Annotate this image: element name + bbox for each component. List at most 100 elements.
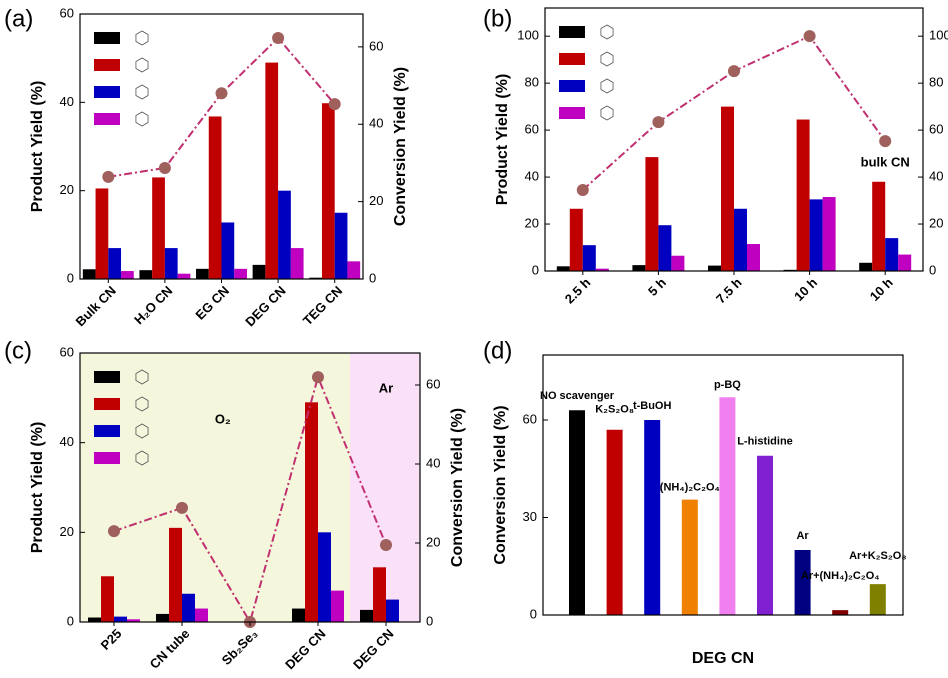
bar — [182, 593, 195, 622]
legend-icon — [135, 423, 149, 439]
conversion-point — [803, 30, 816, 43]
bar — [747, 243, 760, 271]
y2-tick-label: 60 — [426, 376, 440, 391]
bar — [156, 613, 169, 622]
legend-icon — [135, 30, 149, 46]
panel-label: (d) — [483, 337, 512, 364]
y-axis-title: Product Yield (%) — [494, 74, 511, 206]
bar — [734, 208, 747, 271]
y2-tick-label: 100 — [929, 28, 948, 43]
bar — [645, 157, 659, 271]
y-axis-title: Product Yield (%) — [29, 81, 46, 213]
bar — [569, 208, 583, 271]
legend-icon — [600, 78, 614, 94]
bar — [88, 617, 101, 622]
y2-axis-title: Conversion Yield (%) — [449, 408, 466, 567]
bar — [681, 499, 698, 615]
annotation: O₂ — [215, 412, 231, 427]
bar — [595, 268, 609, 271]
plot-frame — [79, 13, 364, 280]
y2-tick-label: 40 — [369, 116, 383, 131]
bar — [719, 397, 736, 615]
y2-tick-label: 20 — [369, 193, 383, 208]
bar — [196, 268, 209, 279]
conversion-point — [158, 161, 171, 174]
bar — [386, 599, 399, 622]
bar — [794, 550, 811, 615]
bar-label: (NH₄)₂C₂O₄ — [660, 482, 720, 494]
y-axis-title: Conversion Yield (%) — [492, 405, 509, 564]
x-tick-label: 10 h — [791, 275, 820, 304]
y-tick-label: 0 — [67, 270, 74, 285]
bar — [95, 188, 109, 279]
y-tick-label: 40 — [60, 94, 74, 109]
bar-label: Ar+K₂S₂O₈ — [849, 550, 906, 562]
conversion-point — [728, 65, 740, 78]
y-tick-label: 20 — [525, 215, 539, 230]
bar — [582, 245, 596, 271]
conversion-point — [652, 116, 665, 129]
x-tick-label: 5 h — [645, 275, 669, 299]
bar — [658, 225, 672, 271]
conversion-point — [102, 170, 115, 183]
bar — [644, 420, 661, 615]
bar-label: NO scavenger — [540, 390, 615, 402]
bar — [221, 222, 235, 279]
x-tick-label: CN tube — [147, 626, 193, 672]
legend-swatch — [94, 452, 120, 464]
conversion-point — [108, 525, 120, 538]
bar — [360, 609, 373, 622]
legend-icon — [600, 105, 614, 121]
y2-tick-label: 0 — [426, 613, 433, 628]
y-tick-label: 60 — [523, 411, 537, 426]
plot-frame — [544, 7, 924, 272]
legend-icon — [135, 369, 149, 385]
bar — [796, 119, 810, 271]
x-tick-label: Bulk CN — [72, 283, 118, 329]
y-tick-label: 40 — [525, 169, 539, 184]
x-tick-label: DEG CN — [282, 626, 328, 672]
bar — [177, 273, 191, 279]
legend-icon — [135, 111, 149, 127]
panel-label: (c) — [4, 337, 32, 364]
y2-tick-label: 60 — [929, 122, 943, 137]
y2-tick-label: 0 — [369, 270, 376, 285]
conversion-point — [312, 371, 324, 384]
bar — [898, 254, 912, 271]
y-tick-label: 0 — [532, 262, 539, 277]
legend-swatch — [94, 59, 120, 71]
bar — [164, 248, 178, 279]
x-axis-title: DEG CN — [692, 650, 754, 667]
y-tick-label: 60 — [60, 5, 74, 20]
bar — [82, 269, 96, 279]
legend-swatch — [94, 425, 120, 437]
legend-swatch — [94, 398, 120, 410]
bar — [321, 103, 335, 279]
x-tick-label: 2.5 h — [562, 275, 594, 307]
y-tick-label: 80 — [525, 75, 539, 90]
y-tick-label: 20 — [60, 524, 74, 539]
annotation: Ar — [379, 380, 393, 395]
bar — [832, 610, 849, 615]
x-tick-label: 10 h — [867, 275, 896, 304]
bar-label: K₂S₂O₈ — [595, 404, 634, 416]
bar — [139, 270, 153, 279]
legend-swatch — [559, 80, 585, 92]
bar — [721, 106, 734, 271]
bar — [208, 116, 222, 279]
y-tick-label: 100 — [517, 28, 539, 43]
y2-tick-label: 0 — [929, 262, 936, 277]
bar — [169, 527, 182, 622]
annotation: bulk CN — [861, 154, 910, 169]
y2-tick-label: 20 — [929, 215, 943, 230]
y2-tick-label: 60 — [369, 38, 383, 53]
bar — [114, 616, 127, 622]
bar — [569, 410, 585, 615]
bar — [872, 181, 886, 271]
bar — [278, 190, 291, 279]
legend-swatch — [94, 32, 120, 44]
conversion-point — [879, 135, 892, 148]
panel-label: (a) — [4, 5, 33, 32]
legend-swatch — [559, 26, 585, 38]
